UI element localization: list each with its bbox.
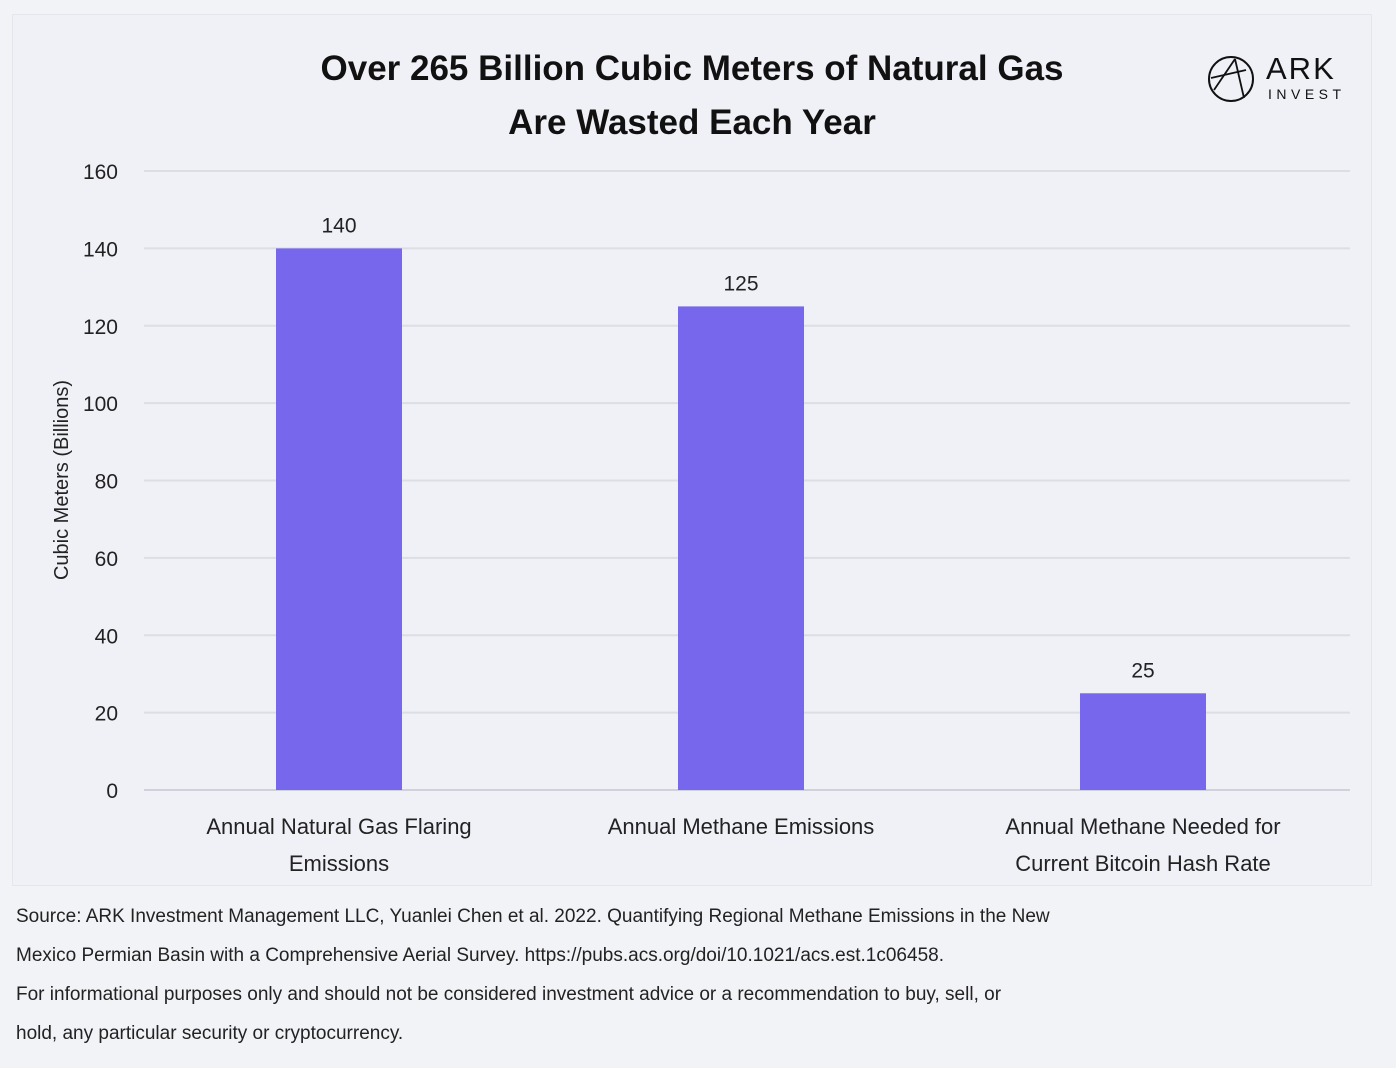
chart-title: Over 265 Billion Cubic Meters of Natural… <box>200 42 1184 150</box>
disclaimer-note: For informational purposes only and shou… <box>16 975 1376 1053</box>
logo-wordmark: ARK <box>1266 51 1336 86</box>
bar-data-label: 125 <box>723 272 758 295</box>
bar <box>276 248 402 790</box>
y-tick-label: 100 <box>83 393 118 416</box>
y-tick-label: 0 <box>106 780 118 803</box>
bar <box>678 306 804 790</box>
x-category-label: Current Bitcoin Hash Rate <box>1015 851 1271 876</box>
bar <box>1080 693 1206 790</box>
y-tick-label: 120 <box>83 316 118 339</box>
y-tick-label: 20 <box>95 703 118 726</box>
logo-subtitle: INVEST <box>1268 86 1346 102</box>
bars <box>276 248 1206 790</box>
x-category-label: Annual Methane Needed for <box>1005 814 1280 839</box>
y-tick-label: 40 <box>95 625 118 648</box>
y-axis-tick-labels: 0 20 40 60 80 100 120 140 160 <box>83 161 118 803</box>
chart-title-line-1: Over 265 Billion Cubic Meters of Natural… <box>320 49 1064 88</box>
y-tick-label: 160 <box>83 161 118 184</box>
bar-data-label: 25 <box>1131 659 1154 682</box>
source-line-2: Mexico Permian Basin with a Comprehensiv… <box>16 945 944 966</box>
disclaimer-line-2: hold, any particular security or cryptoc… <box>16 1023 404 1044</box>
source-note: Source: ARK Investment Management LLC, Y… <box>16 897 1376 975</box>
data-labels: 140 125 25 <box>321 214 1154 682</box>
ark-invest-logo: ARK INVEST <box>1206 52 1346 106</box>
disclaimer-line-1: For informational purposes only and shou… <box>16 984 1002 1005</box>
x-category-label: Emissions <box>289 851 389 876</box>
y-tick-label: 140 <box>83 238 118 261</box>
y-tick-label: 60 <box>95 548 118 571</box>
y-axis-label: Cubic Meters (Billions) <box>51 380 73 580</box>
x-category-label: Annual Natural Gas Flaring <box>206 814 471 839</box>
y-tick-label: 80 <box>95 471 118 494</box>
x-category-label: Annual Methane Emissions <box>608 814 875 839</box>
chart-title-line-2: Are Wasted Each Year <box>508 103 876 142</box>
ark-logo-mark-icon <box>1208 56 1254 102</box>
bar-data-label: 140 <box>321 214 356 237</box>
x-axis-category-labels: Annual Natural Gas Flaring Emissions Annua… <box>206 814 1280 876</box>
source-line-1: Source: ARK Investment Management LLC, Y… <box>16 906 1050 927</box>
